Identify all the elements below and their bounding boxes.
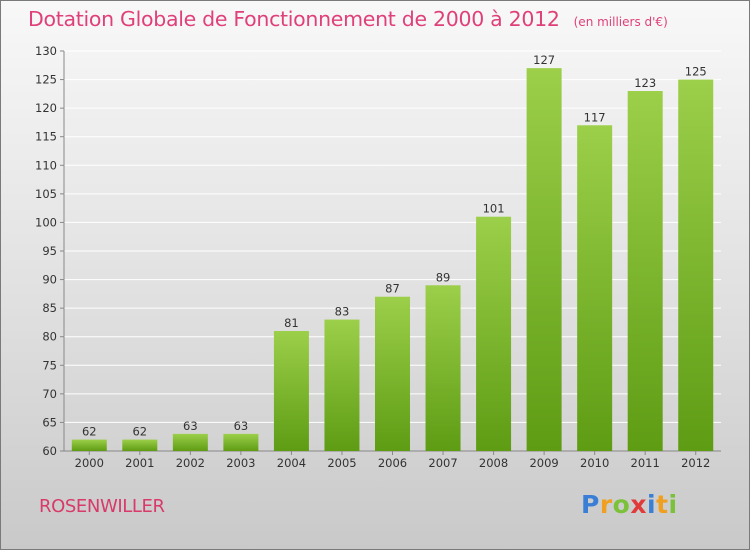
y-tick-label: 95: [42, 244, 57, 258]
bar-2002: [172, 433, 208, 451]
logo-letter: o: [612, 490, 631, 519]
bar-2012: [678, 79, 714, 452]
bar-2005: [324, 319, 360, 451]
y-tick-labels: 60 65 70 75 80 85 90 95 100 105 110 115 120 125 130: [35, 44, 57, 458]
data-label-2002: 63: [183, 419, 198, 433]
x-tick-label-2002: 2002: [176, 456, 205, 470]
logo-letter: i: [647, 490, 657, 519]
data-labels: 62 62 63 63 81 83 87 89 101 127 117 123 125: [82, 53, 707, 438]
data-label-2001: 62: [132, 425, 147, 439]
logo-letter: P: [581, 490, 600, 519]
x-tick-label-2012: 2012: [681, 456, 710, 470]
data-label-2005: 83: [335, 305, 350, 319]
bar-2011: [627, 91, 663, 451]
bar-2004: [273, 331, 309, 451]
y-tick-label: 90: [42, 273, 57, 287]
data-label-2007: 89: [436, 270, 451, 284]
y-tick-label: 130: [35, 44, 57, 58]
data-label-2006: 87: [385, 282, 400, 296]
x-tick-label-2010: 2010: [580, 456, 609, 470]
data-label-2003: 63: [234, 419, 249, 433]
title-row: Dotation Globale de Fonctionnement de 20…: [28, 7, 668, 31]
y-tick-label: 120: [35, 101, 57, 115]
y-tick-label: 75: [42, 358, 57, 372]
y-tick-label: 80: [42, 330, 57, 344]
bar-2006: [375, 296, 410, 451]
y-tick-label: 70: [42, 387, 57, 401]
logo-letter: x: [630, 490, 647, 519]
x-tick-label-2007: 2007: [428, 456, 457, 470]
data-label-2011: 123: [634, 76, 656, 90]
chart-subtitle: (en milliers d'€): [573, 15, 668, 29]
x-tick-label-2000: 2000: [75, 456, 104, 470]
x-tick-label-2001: 2001: [125, 456, 154, 470]
y-tick-label: 105: [35, 187, 57, 201]
chart-title: Dotation Globale de Fonctionnement de 20…: [28, 7, 560, 31]
bar-2007: [425, 285, 461, 451]
x-tick-labels: 2000 2001 2002 2003 2004 2005 2006 2007 2008 2009…: [75, 451, 710, 470]
bars: [71, 68, 714, 452]
logo-letter: i: [668, 490, 678, 519]
x-tick-label-2011: 2011: [631, 456, 660, 470]
logo-letter: r: [599, 490, 613, 519]
bar-2001: [122, 439, 158, 451]
bar-2008: [476, 216, 512, 451]
y-tick-label: 125: [35, 73, 57, 87]
data-label-2008: 101: [483, 202, 505, 216]
y-tick-label: 85: [42, 301, 57, 315]
commune-name: ROSENWILLER: [39, 496, 165, 517]
data-label-2012: 125: [685, 65, 707, 79]
bar-2010: [577, 125, 613, 452]
y-tick-label: 115: [35, 130, 57, 144]
data-label-2004: 81: [284, 316, 299, 330]
x-tick-label-2003: 2003: [226, 456, 255, 470]
y-tick-label: 65: [42, 415, 57, 429]
x-tick-label-2004: 2004: [277, 456, 306, 470]
y-tick-label: 60: [42, 444, 57, 458]
bar-2003: [223, 433, 259, 451]
logo-letter: t: [656, 490, 669, 519]
data-label-2009: 127: [533, 53, 555, 67]
x-tick-label-2005: 2005: [327, 456, 356, 470]
data-label-2000: 62: [82, 425, 97, 439]
x-tick-label-2006: 2006: [378, 456, 407, 470]
proxiti-logo[interactable]: Proxiti: [581, 490, 678, 519]
x-tick-label-2009: 2009: [529, 456, 558, 470]
bar-2000: [71, 439, 107, 451]
x-tick-label-2008: 2008: [479, 456, 508, 470]
y-tick-label: 110: [35, 158, 57, 172]
data-label-2010: 117: [584, 110, 606, 124]
y-tick-label: 100: [35, 215, 57, 229]
bar-2009: [526, 68, 562, 452]
